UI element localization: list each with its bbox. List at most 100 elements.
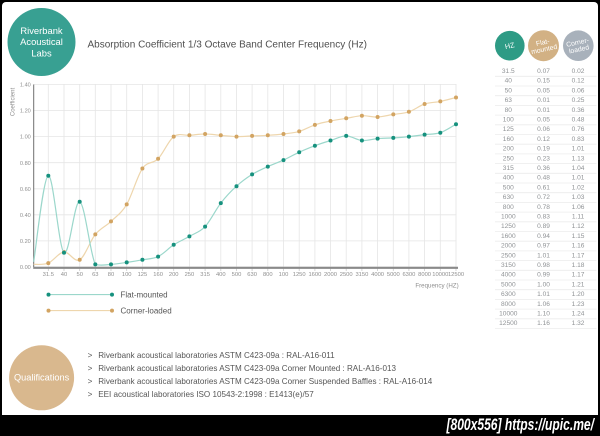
svg-text:63: 63 [92, 272, 98, 278]
svg-text:1.01: 1.01 [572, 175, 585, 182]
svg-text:5000: 5000 [387, 272, 400, 278]
svg-text:1.40: 1.40 [20, 83, 31, 89]
svg-text:1.01: 1.01 [572, 146, 585, 153]
svg-text:0.78: 0.78 [537, 204, 550, 211]
svg-text:Corner-loaded: Corner-loaded [121, 307, 172, 316]
svg-text:0.23: 0.23 [537, 155, 550, 162]
svg-text:1.18: 1.18 [572, 262, 585, 269]
svg-text:[800x556] https://upic.me/: [800x556] https://upic.me/ [446, 416, 595, 434]
svg-text:Acoustical: Acoustical [20, 36, 63, 47]
svg-text:Coefficient: Coefficient [11, 88, 17, 117]
svg-text:63: 63 [505, 97, 513, 104]
svg-text:200: 200 [169, 272, 179, 278]
svg-text:1.16: 1.16 [572, 243, 585, 250]
svg-text:6300: 6300 [402, 272, 415, 278]
svg-text:315: 315 [503, 165, 514, 172]
svg-text:0.12: 0.12 [572, 78, 585, 85]
svg-text:Flat-: Flat- [535, 38, 550, 48]
svg-text:0.61: 0.61 [537, 184, 550, 191]
svg-text:1.32: 1.32 [572, 320, 585, 327]
svg-text:2500: 2500 [501, 252, 516, 259]
svg-text:0.07: 0.07 [537, 68, 550, 75]
svg-text:1.16: 1.16 [537, 320, 550, 327]
svg-text:0.00: 0.00 [20, 265, 31, 271]
svg-text:Riverbank: Riverbank [20, 25, 63, 36]
svg-text:0.12: 0.12 [537, 136, 550, 143]
svg-text:2000: 2000 [324, 272, 337, 278]
svg-text:1000: 1000 [501, 214, 516, 221]
svg-text:0.36: 0.36 [537, 165, 550, 172]
svg-text:31.5: 31.5 [502, 68, 515, 75]
svg-text:0.01: 0.01 [537, 97, 550, 104]
svg-text:80: 80 [505, 107, 513, 114]
svg-text:10000: 10000 [432, 272, 448, 278]
svg-text:1.04: 1.04 [572, 165, 585, 172]
svg-text:1.21: 1.21 [572, 281, 585, 288]
svg-text:0.06: 0.06 [572, 87, 585, 94]
svg-text:Frequency (HZ): Frequency (HZ) [415, 283, 458, 290]
svg-text:Absorption Coefficient 1/3 Oct: Absorption Coefficient 1/3 Octave Band C… [88, 40, 367, 51]
svg-text:Riverbank acoustical laborator: Riverbank acoustical laboratories ASTM C… [98, 351, 335, 360]
svg-text:0.05: 0.05 [537, 117, 550, 124]
svg-text:0.94: 0.94 [537, 233, 550, 240]
svg-text:0.48: 0.48 [537, 175, 550, 182]
svg-text:>: > [88, 377, 93, 386]
svg-text:4000: 4000 [501, 272, 516, 279]
svg-text:630: 630 [247, 272, 257, 278]
svg-text:1.00: 1.00 [537, 281, 550, 288]
svg-text:1.06: 1.06 [537, 301, 550, 308]
svg-text:Corner-: Corner- [566, 37, 590, 49]
svg-text:0.99: 0.99 [537, 272, 550, 279]
svg-text:0.01: 0.01 [537, 107, 550, 114]
svg-text:1.06: 1.06 [572, 204, 585, 211]
svg-text:800: 800 [503, 204, 514, 211]
svg-text:0.02: 0.02 [572, 68, 585, 75]
svg-text:8000: 8000 [501, 301, 516, 308]
svg-text:2500: 2500 [340, 272, 353, 278]
svg-text:400: 400 [503, 175, 514, 182]
svg-text:40: 40 [61, 272, 67, 278]
svg-text:Qualifications: Qualifications [14, 373, 70, 383]
svg-text:1250: 1250 [293, 272, 306, 278]
svg-text:12500: 12500 [448, 272, 464, 278]
svg-text:31.5: 31.5 [43, 272, 54, 278]
svg-text:0.98: 0.98 [537, 262, 550, 269]
svg-text:0.20: 0.20 [20, 239, 31, 245]
svg-text:125: 125 [138, 272, 148, 278]
svg-text:0.25: 0.25 [572, 97, 585, 104]
svg-text:0.36: 0.36 [572, 107, 585, 114]
svg-text:0.80: 0.80 [20, 161, 31, 167]
svg-text:EEI acoustical laboratories IS: EEI acoustical laboratories ISO 10543-2:… [98, 390, 314, 399]
svg-text:6300: 6300 [501, 291, 516, 298]
svg-text:>: > [88, 390, 93, 399]
svg-text:250: 250 [503, 155, 514, 162]
svg-text:10000: 10000 [499, 311, 518, 318]
svg-text:1.15: 1.15 [572, 233, 585, 240]
svg-text:1.12: 1.12 [572, 223, 585, 230]
svg-text:1.03: 1.03 [572, 194, 585, 201]
svg-text:160: 160 [153, 272, 163, 278]
svg-text:>: > [88, 364, 93, 373]
svg-text:0.48: 0.48 [572, 117, 585, 124]
svg-text:3150: 3150 [501, 262, 516, 269]
svg-text:125: 125 [503, 126, 514, 133]
svg-text:500: 500 [232, 272, 242, 278]
svg-text:loaded: loaded [568, 44, 590, 55]
svg-text:0.05: 0.05 [537, 87, 550, 94]
svg-text:1.02: 1.02 [572, 184, 585, 191]
svg-text:8000: 8000 [418, 272, 431, 278]
svg-text:500: 500 [503, 184, 514, 191]
svg-text:800: 800 [263, 272, 273, 278]
svg-text:1250: 1250 [501, 223, 516, 230]
svg-text:1.11: 1.11 [572, 214, 585, 221]
svg-text:>: > [88, 351, 93, 360]
svg-text:1.17: 1.17 [572, 272, 585, 279]
svg-text:1.20: 1.20 [20, 109, 31, 115]
svg-text:1.13: 1.13 [572, 155, 585, 162]
svg-text:1.24: 1.24 [572, 311, 585, 318]
svg-text:1600: 1600 [501, 233, 516, 240]
svg-text:2000: 2000 [501, 243, 516, 250]
svg-text:0.97: 0.97 [537, 243, 550, 250]
svg-text:630: 630 [503, 194, 514, 201]
svg-text:0.76: 0.76 [572, 126, 585, 133]
